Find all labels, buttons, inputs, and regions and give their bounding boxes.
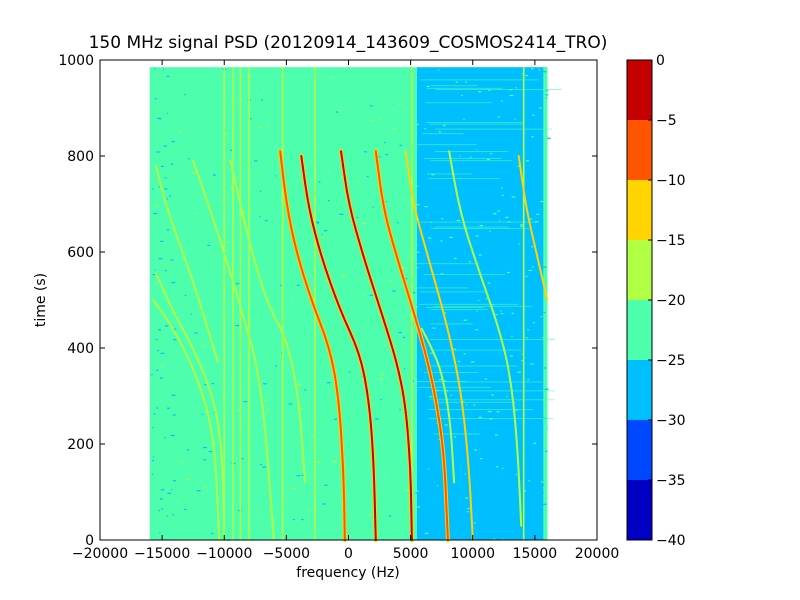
colorbar-band-3 bbox=[627, 300, 652, 360]
colorbar-band-6 bbox=[627, 120, 652, 180]
y-tick-label: 400 bbox=[67, 341, 94, 357]
x-axis-label: frequency (Hz) bbox=[296, 565, 399, 581]
x-tick-label: −15000 bbox=[134, 546, 190, 562]
heatmap-background-high bbox=[416, 67, 548, 540]
x-tick-label: 5000 bbox=[393, 546, 429, 562]
trace-1 bbox=[152, 299, 221, 541]
x-tick-label: 0 bbox=[344, 546, 353, 562]
trace-2 bbox=[154, 164, 219, 364]
heatmap-vertical-lines bbox=[223, 67, 525, 540]
y-tick-label: 1000 bbox=[58, 53, 94, 69]
colorbar-tick-label: −20 bbox=[656, 293, 686, 309]
chart-title: 150 MHz signal PSD (20120914_143609_COSM… bbox=[89, 33, 608, 53]
heatmap-traces bbox=[152, 149, 549, 542]
colorbar-ticks: 0 −5 −10 −15 −20 −25 −30 −35 −40 bbox=[648, 53, 686, 549]
trace-7 bbox=[339, 149, 414, 542]
colorbar-tick-label: −10 bbox=[656, 173, 686, 189]
x-tick-label: −10000 bbox=[196, 546, 252, 562]
trace-11 bbox=[517, 155, 549, 301]
trace-0 bbox=[154, 272, 226, 541]
colorbar-tick-label: −5 bbox=[656, 113, 677, 129]
colorbar-band-2 bbox=[627, 360, 652, 420]
x-axis: −20000 −15000 −10000 −5000 0 5000 10000 15000 20… bbox=[72, 60, 619, 562]
y-tick-label: 200 bbox=[67, 437, 94, 453]
y-tick-label: 600 bbox=[67, 245, 94, 261]
colorbar-band-4 bbox=[627, 240, 652, 300]
y-axis-label: time (s) bbox=[33, 273, 49, 327]
heatmap-area bbox=[99, 59, 598, 542]
trace-9 bbox=[404, 150, 474, 541]
heatmap-edge-strip bbox=[543, 67, 548, 540]
y-axis: 0 200 400 600 800 1000 bbox=[58, 53, 597, 549]
heatmap-noise bbox=[150, 67, 562, 541]
trace-10 bbox=[448, 150, 523, 527]
trace-8 bbox=[373, 149, 450, 542]
x-tick-label: 20000 bbox=[575, 546, 620, 562]
colorbar-band-1 bbox=[627, 420, 652, 480]
colorbar-tick-label: −40 bbox=[656, 533, 686, 549]
trace-3 bbox=[192, 159, 275, 541]
trace-4 bbox=[229, 159, 306, 484]
y-tick-label: 800 bbox=[67, 149, 94, 165]
x-tick-label: −5000 bbox=[263, 546, 310, 562]
colorbar: 0 −5 −10 −15 −20 −25 −30 −35 −40 bbox=[626, 53, 686, 549]
colorbar-tick-label: −30 bbox=[656, 413, 686, 429]
colorbar-tick-label: 0 bbox=[656, 53, 665, 69]
colorbar-band-0 bbox=[627, 480, 652, 540]
colorbar-tick-label: −35 bbox=[656, 473, 686, 489]
trace-6 bbox=[299, 154, 378, 542]
colorbar-band-5 bbox=[627, 180, 652, 240]
trace-12 bbox=[420, 327, 456, 484]
x-tick-label: 15000 bbox=[513, 546, 558, 562]
y-tick-label: 0 bbox=[85, 533, 94, 549]
x-tick-label: −20000 bbox=[72, 546, 128, 562]
trace-5 bbox=[278, 149, 347, 542]
colorbar-tick-label: −25 bbox=[656, 353, 686, 369]
heatmap-cells bbox=[149, 67, 562, 541]
colorbar-bands bbox=[627, 60, 652, 540]
x-tick-label: 10000 bbox=[450, 546, 495, 562]
colorbar-tick-label: −15 bbox=[656, 233, 686, 249]
colorbar-band-7 bbox=[627, 60, 652, 120]
